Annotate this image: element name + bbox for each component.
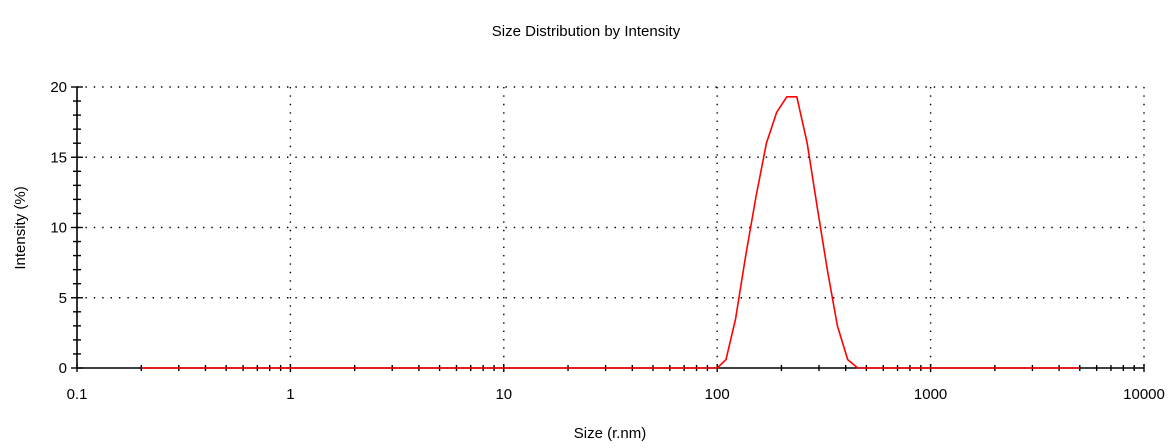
chart-title: Size Distribution by Intensity (492, 23, 681, 40)
grid (77, 86, 1145, 368)
y-tick-label: 0 (59, 360, 67, 377)
y-axis-label: Intensity (%) (12, 186, 29, 269)
x-tick-label: 1000 (914, 386, 947, 403)
y-tick-label: 20 (50, 79, 67, 96)
x-tick-label: 10 (495, 386, 512, 403)
series (141, 96, 1080, 369)
x-tick-label: 0.1 (67, 386, 88, 403)
ticks (71, 86, 1145, 372)
x-tick-label: 10000 (1123, 386, 1165, 403)
y-tick-label: 5 (59, 290, 67, 307)
x-tick-label: 1 (286, 386, 294, 403)
y-tick-label: 15 (50, 149, 67, 166)
x-tick-label: 100 (705, 386, 730, 403)
y-tick-label: 10 (50, 220, 67, 237)
x-axis-label: Size (r.nm) (574, 425, 647, 442)
series-line (141, 96, 1080, 369)
tick-labels: 0 5 10 15 20 0.1 1 10 100 1000 10000 (50, 79, 1165, 403)
